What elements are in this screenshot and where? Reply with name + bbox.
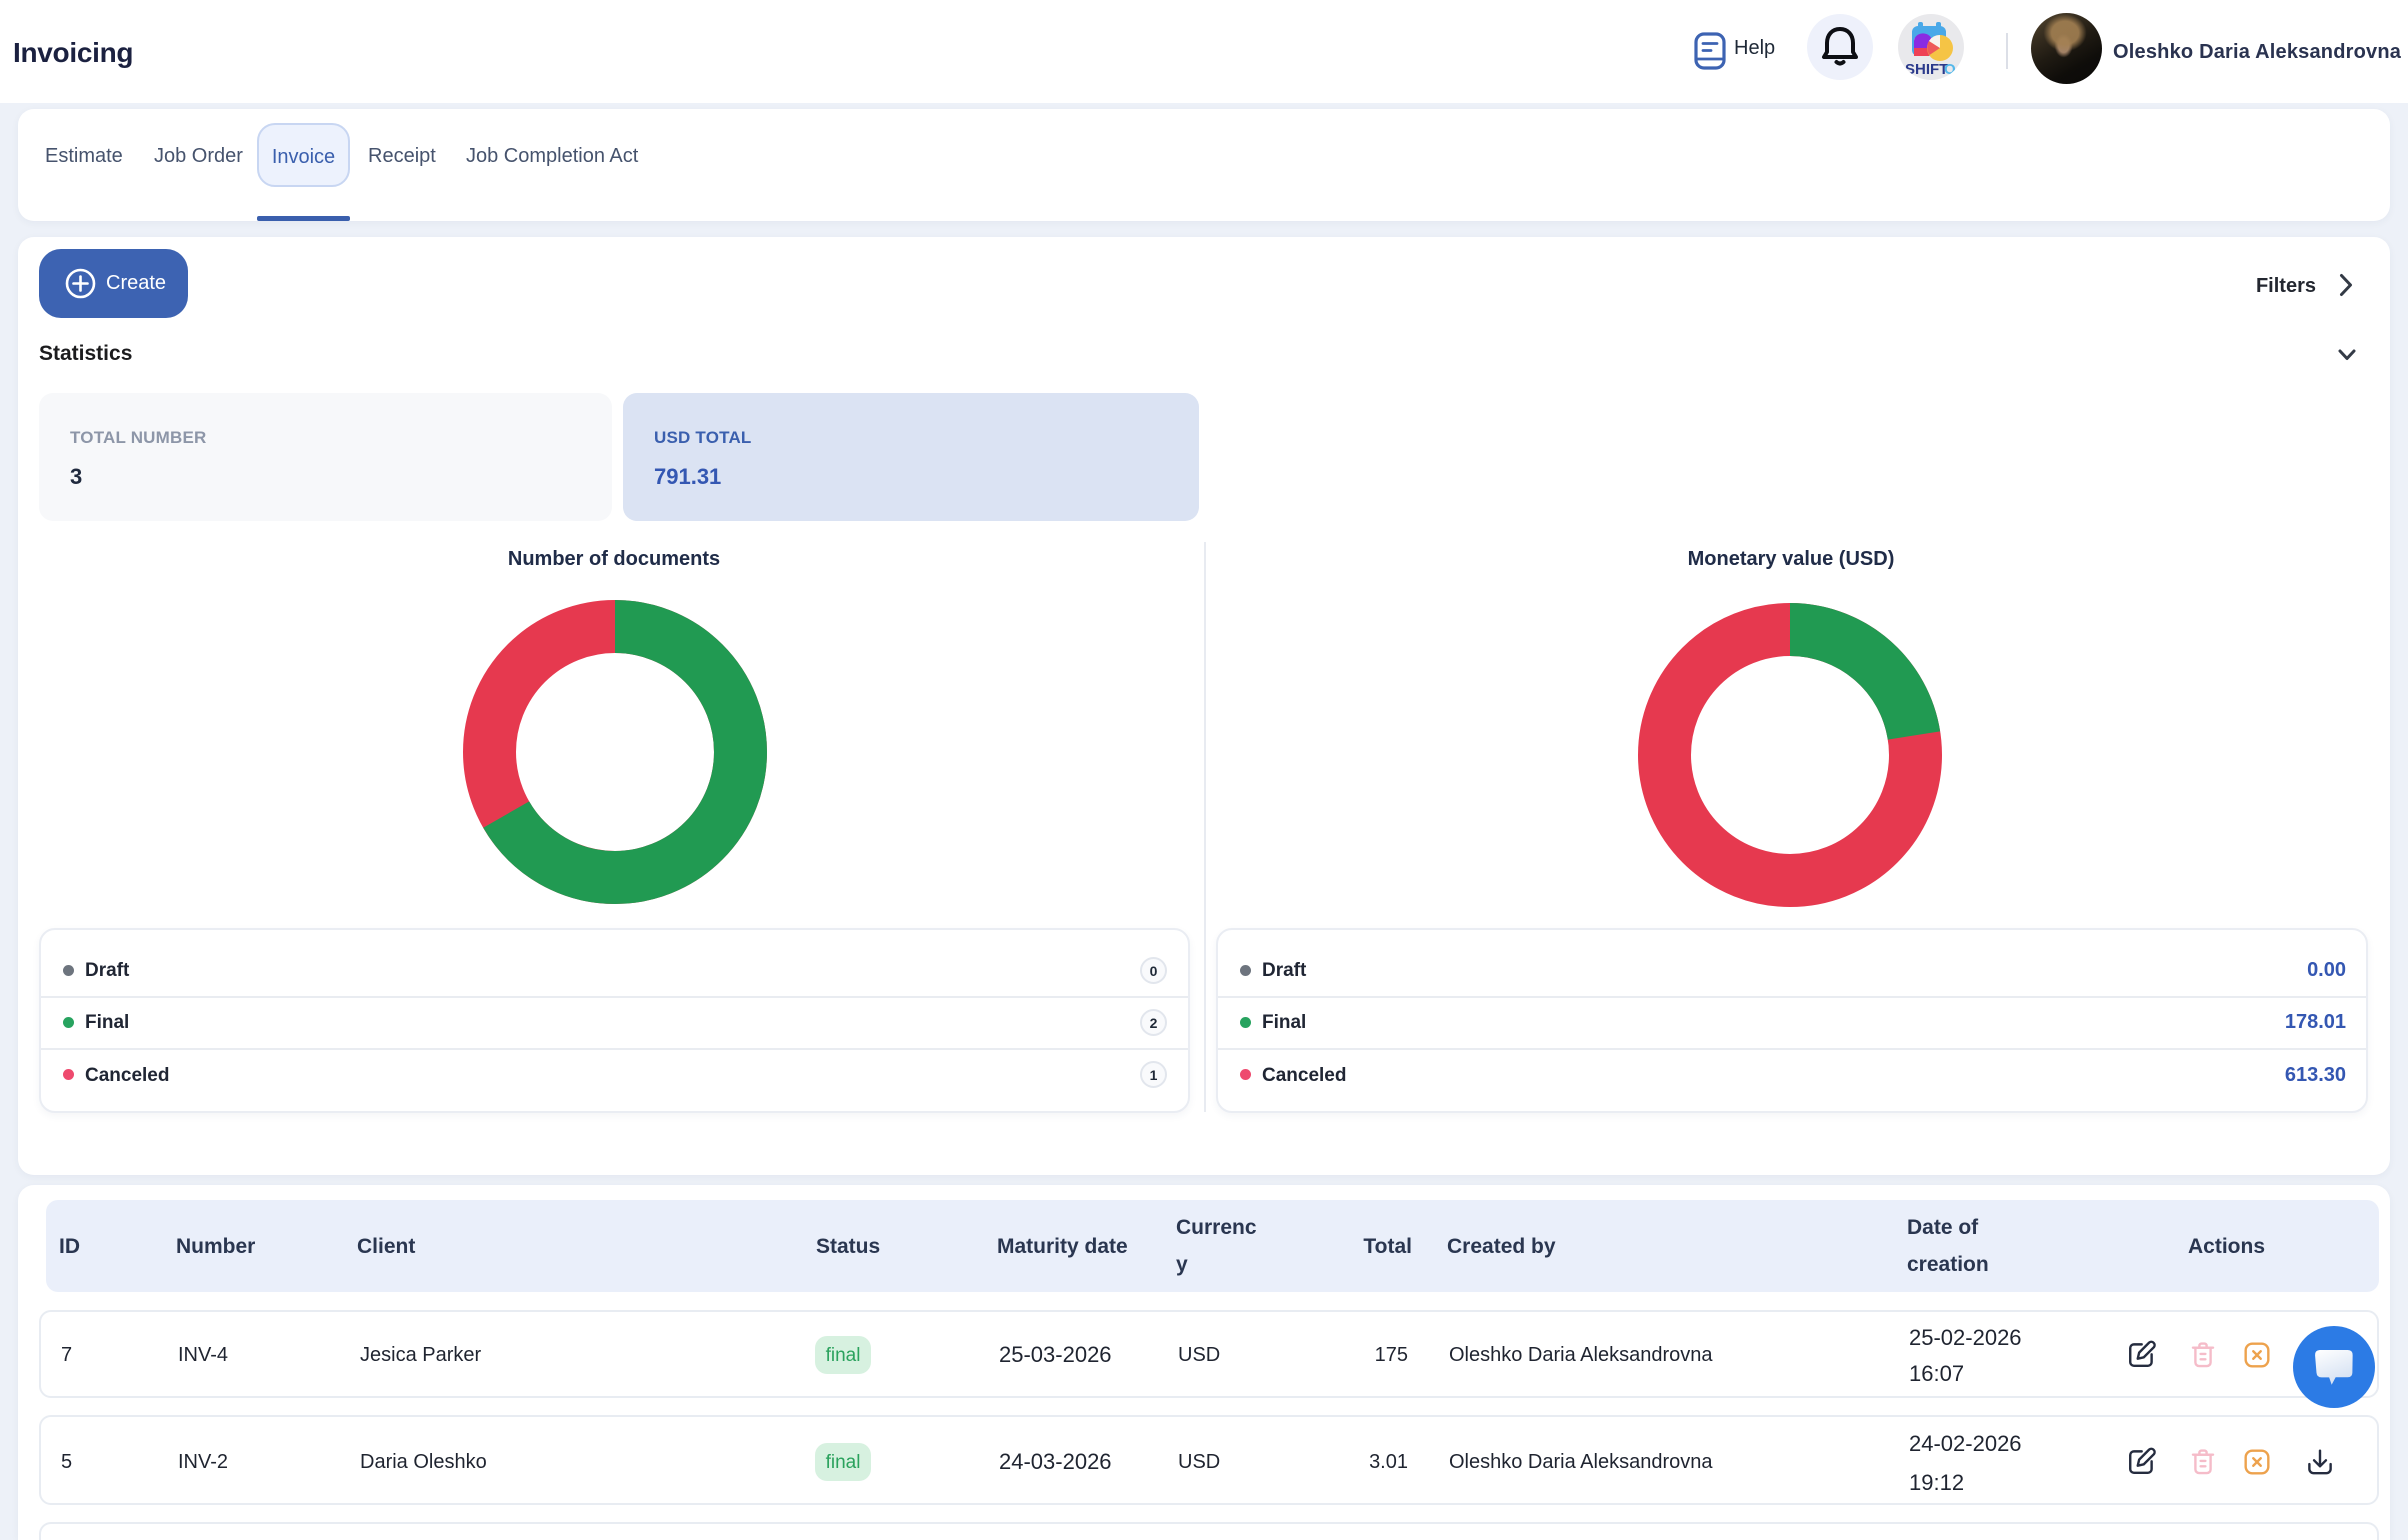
svg-text:O: O [1944,61,1956,78]
svg-text:SHIFT: SHIFT [1905,61,1948,78]
